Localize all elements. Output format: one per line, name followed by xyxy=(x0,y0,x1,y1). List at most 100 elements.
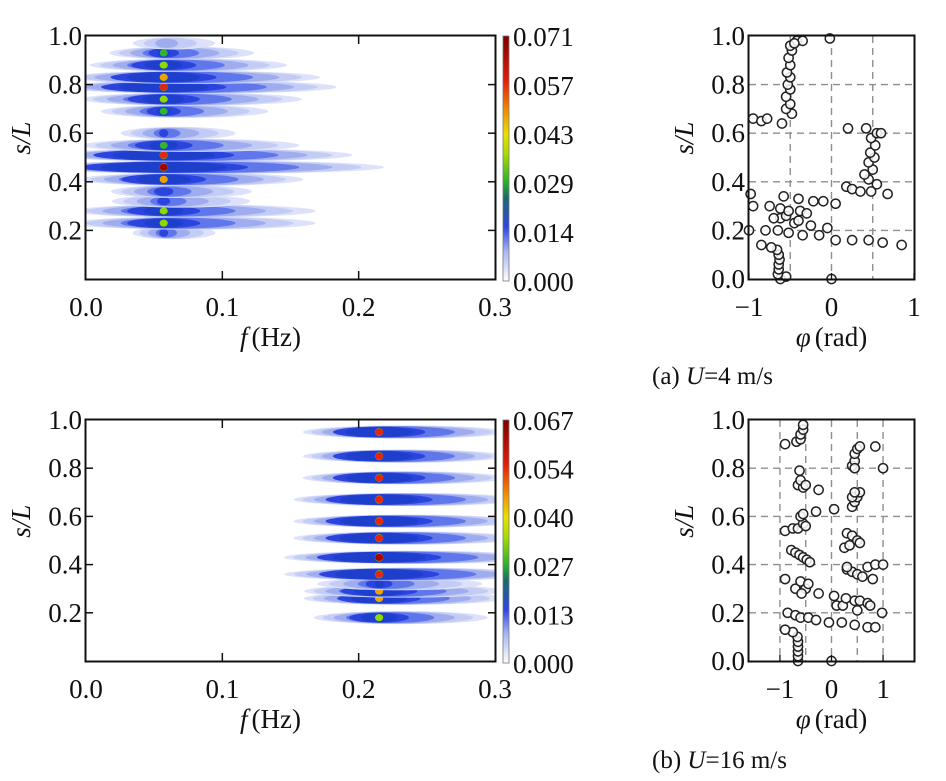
x-axis-label: f (Hz) xyxy=(240,322,301,352)
scatter-point xyxy=(765,242,777,253)
y-tick-label: 0.6 xyxy=(711,118,745,148)
scatter-point xyxy=(800,520,812,532)
caption-a: (a) U=4 m/s xyxy=(652,363,773,390)
scatter-point xyxy=(869,621,881,633)
scatter-point xyxy=(877,559,889,570)
scatter-point xyxy=(876,607,888,619)
x-tick-label: 0.2 xyxy=(342,292,376,322)
colorbar-tick-label: 0.043 xyxy=(513,120,574,150)
axes-b-phase: −1 0 1 0.0 0.2 0.4 0.6 0.8 1.0 φ (rad) s/L xyxy=(669,405,890,734)
scatter-point xyxy=(864,600,876,611)
scatter-point xyxy=(854,537,866,549)
y-tick-label: 0.2 xyxy=(711,215,745,245)
plot-frame-b-phase xyxy=(747,418,916,663)
heat-band-level xyxy=(159,49,168,57)
scatter-point xyxy=(772,225,784,236)
caption-b: (b) U=16 m/s xyxy=(652,747,787,774)
heat-band-level xyxy=(159,141,168,149)
scatter-point xyxy=(800,479,812,491)
colorbar-a xyxy=(502,35,510,282)
scatter-point xyxy=(789,37,800,49)
panel-a-spectrum: 0.0 0.1 0.2 0.3 0.2 0.4 0.6 0.8 1.0 f (Hz) s/L 0.00… xyxy=(6,21,574,352)
scatter-point xyxy=(841,561,853,573)
scatter-point xyxy=(844,539,855,551)
colorbar-b-ticks: 0.000 0.013 0.027 0.040 0.054 0.067 xyxy=(513,406,574,679)
x-axis-label-var: f xyxy=(240,704,251,734)
scatter-point xyxy=(869,441,881,452)
colorbar-tick-label: 0.000 xyxy=(513,267,574,297)
scatter-a-phase xyxy=(743,33,907,285)
axes-b: 0.0 0.1 0.2 0.3 0.2 0.4 0.6 0.8 1.0 f (Hz) s/L xyxy=(6,405,512,734)
heat-band-level xyxy=(375,428,384,436)
y-axis-label: s/L xyxy=(6,505,36,538)
x-axis-label-unit: (Hz) xyxy=(252,322,301,352)
y-tick-label: 0.2 xyxy=(48,215,82,245)
y-axis-label: s/L xyxy=(669,505,699,538)
y-tick-label: 0.4 xyxy=(711,167,745,197)
y-tick-label: 0.8 xyxy=(711,453,745,483)
scatter-point xyxy=(810,614,822,626)
heat-band-level xyxy=(159,207,168,215)
scatter-point xyxy=(776,118,788,129)
heat-band-level xyxy=(159,163,168,171)
scatter-point xyxy=(822,222,833,234)
y-tick-label: 0.4 xyxy=(711,550,745,580)
scatter-point xyxy=(797,229,808,241)
y-axis-label: s/L xyxy=(669,122,699,155)
scatter-point xyxy=(854,441,866,452)
scatter-point xyxy=(768,212,780,224)
heat-band-level xyxy=(159,107,168,115)
colorbar-tick-label: 0.029 xyxy=(513,169,574,199)
y-tick-label: 0.4 xyxy=(48,550,82,580)
y-tick-label: 1.0 xyxy=(711,405,745,435)
colorbar-tick-label: 0.000 xyxy=(513,649,574,679)
scatter-point xyxy=(817,195,829,207)
scatter-point xyxy=(830,198,841,210)
scatter-point xyxy=(877,462,889,474)
scatter-point xyxy=(823,617,835,628)
x-tick-label: 0.2 xyxy=(342,674,376,704)
x-axis-label-var: φ xyxy=(796,322,811,352)
scatter-point xyxy=(896,239,907,251)
x-axis-label-unit: (Hz) xyxy=(252,704,301,734)
x-axis-label-var: f xyxy=(240,322,251,352)
colorbar-tick-label: 0.040 xyxy=(513,503,574,533)
y-tick-label: 0.6 xyxy=(48,501,82,531)
scatter-point xyxy=(802,578,814,590)
colorbar-tick-label: 0.057 xyxy=(513,71,574,101)
heat-band-level xyxy=(375,534,384,542)
heat-band-level xyxy=(374,580,384,588)
x-axis-label: f (Hz) xyxy=(240,704,301,734)
x-tick-label: −1 xyxy=(766,674,795,704)
scatter-point xyxy=(849,619,861,631)
scatter-point xyxy=(813,484,824,496)
y-tick-label: 0.4 xyxy=(48,167,82,197)
scatter-point xyxy=(828,590,840,602)
y-tick-label: 0.8 xyxy=(48,70,82,100)
x-tick-label: 0.0 xyxy=(69,292,103,322)
x-tick-label: −1 xyxy=(735,292,764,322)
scatter-point xyxy=(860,122,872,134)
scatter-point xyxy=(813,229,825,241)
heat-band-level xyxy=(159,61,168,69)
x-tick-label: 0.3 xyxy=(478,292,512,322)
heat-band-level xyxy=(159,73,168,81)
scatter-point xyxy=(840,592,852,604)
scatter-point xyxy=(793,193,804,205)
y-tick-label: 0.0 xyxy=(711,264,745,294)
scatter-point xyxy=(804,556,816,568)
y-tick-label: 0.2 xyxy=(711,598,745,628)
colorbar-tick-label: 0.054 xyxy=(513,455,574,485)
scatter-point xyxy=(813,588,824,599)
heat-band-level xyxy=(375,496,384,504)
y-tick-label: 1.0 xyxy=(48,405,82,435)
x-tick-label: 1 xyxy=(907,292,921,322)
scatter-point xyxy=(882,188,893,200)
scatter-point xyxy=(810,506,822,517)
heat-band-level xyxy=(159,219,168,227)
x-tick-label: 0.0 xyxy=(69,674,103,704)
scatter-point xyxy=(864,147,876,158)
heatmap-b xyxy=(283,425,495,625)
heat-band-level xyxy=(375,570,384,578)
scatter-point xyxy=(805,220,817,231)
